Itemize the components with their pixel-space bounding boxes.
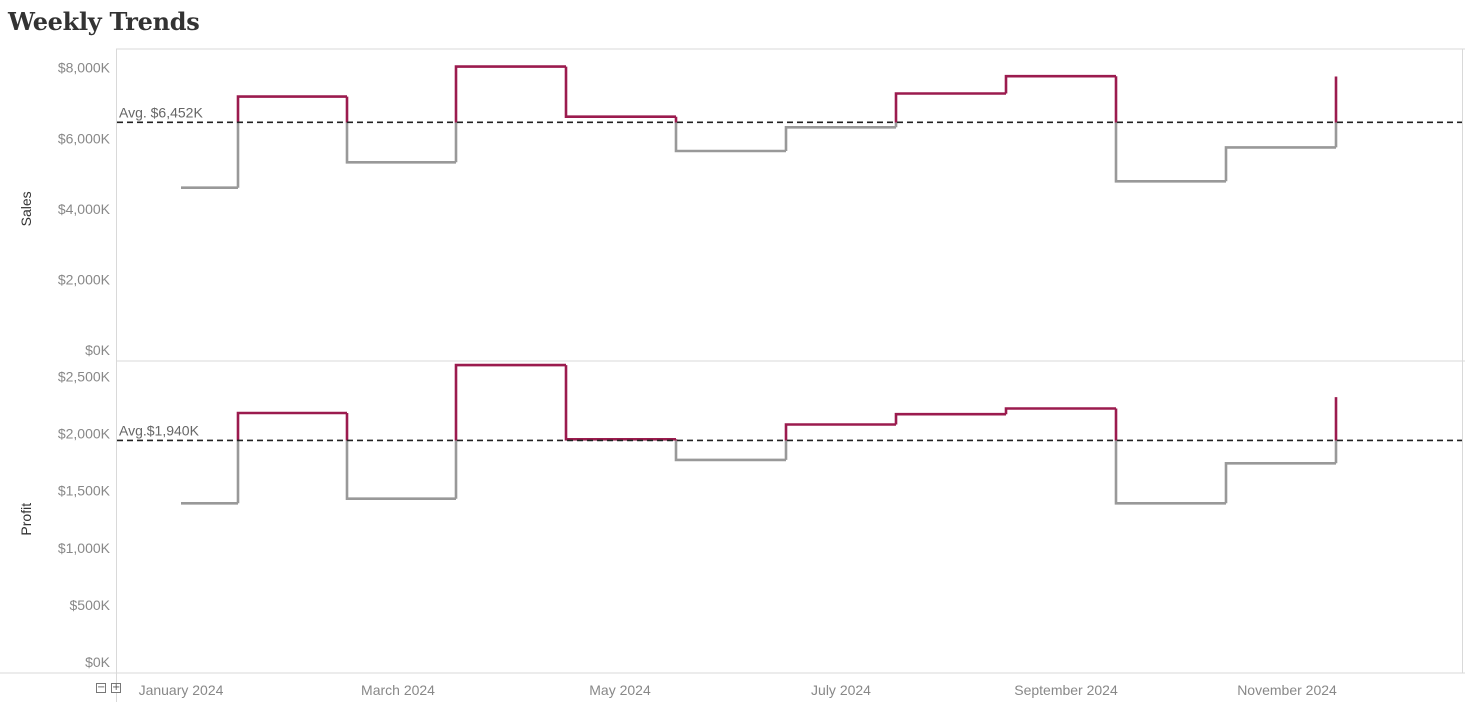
profit-step-segment [345,413,456,500]
profit-step-segment [1004,407,1116,415]
page-title: Weekly Trends [8,7,200,36]
sales-ytick-label: $4,000K [58,201,111,217]
sales-ytick-label: $6,000K [58,130,111,146]
sales-step-segment [894,92,1006,128]
x-tick-label: May 2024 [589,682,651,698]
sales-ytick-label: $0K [85,342,111,358]
sales-step-segment [454,65,566,163]
x-tick-label: January 2024 [139,682,224,698]
x-axis: January 2024 March 2024 May 2024 July 2024 S… [139,682,1337,698]
profit-ytick-label: $1,500K [58,483,111,499]
sales-step-segment [784,126,896,151]
x-tick-label: March 2024 [361,682,435,698]
profit-step-segment [236,411,347,504]
sales-axis-title: Sales [18,191,34,226]
sales-step-segment [1004,74,1116,94]
x-tick-label: September 2024 [1014,682,1118,698]
sales-ytick-label: $2,000K [58,271,111,287]
profit-step-segment [454,363,566,499]
minus-square-icon[interactable]: − [96,682,106,693]
profit-step-segment [1224,462,1336,504]
profit-average-label: Avg.$1,940K [119,422,200,438]
profit-ytick-label: $2,000K [58,426,111,442]
profit-step-segment [784,423,896,460]
profit-step-segment [564,365,676,441]
profit-axis-title: Profit [18,503,34,536]
sales-step-segment [1114,76,1226,183]
sales-pane: $0K $2,000K $4,000K $6,000K $8,000K Sales Avg.… [18,60,1462,358]
profit-pane: $0K $500K $1,000K $1,500K $2,000K $2,500K Prof… [18,363,1462,670]
sales-step-segment [564,66,676,118]
profit-step-segment [894,412,1006,425]
profit-ytick-label: $0K [85,654,111,670]
sales-step-segment [236,95,347,188]
chart-frame [0,48,1465,702]
profit-ytick-label: $500K [70,597,111,613]
sales-step-segment [1224,146,1336,182]
profit-ytick-label: $1,000K [58,540,111,556]
profit-ytick-label: $2,500K [58,369,111,385]
x-tick-label: November 2024 [1237,682,1337,698]
profit-step-segment [674,439,786,462]
profit-step-segment [1114,408,1226,505]
sales-step-segment [674,116,786,153]
sales-ytick-label: $8,000K [58,60,111,76]
x-tick-label: July 2024 [811,682,871,698]
sales-average-label: Avg. $6,452K [119,104,203,120]
sales-step-segment [345,96,456,164]
plus-square-icon[interactable]: + [111,682,121,693]
